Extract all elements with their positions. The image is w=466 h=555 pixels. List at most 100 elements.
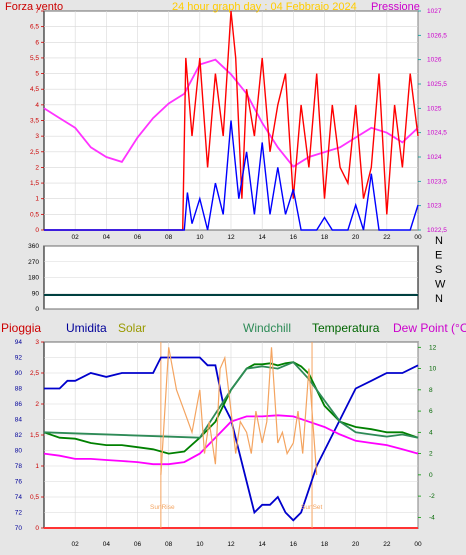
- pressure-tick-label: 1027: [427, 8, 442, 15]
- temperature-tick-label: 12: [429, 344, 437, 351]
- humidity-label: Umidita: [66, 321, 107, 335]
- wind-direction-axis: 0 90 180 270 360: [28, 243, 39, 313]
- humidity-tick-label: 86: [15, 401, 23, 408]
- temperature-tick-label: 4: [429, 429, 433, 436]
- humidity-tick-label: 82: [15, 432, 23, 439]
- hour-tick-label: 22: [383, 541, 391, 548]
- pressure-tick-label: 1026: [427, 57, 442, 64]
- temperature-tick-label: -4: [429, 514, 435, 521]
- rain-tick-label: 2,5: [30, 370, 39, 377]
- temperature-tick-label: 2: [429, 451, 433, 458]
- wind-direction-grid: [44, 245, 418, 310]
- hour-tick-label: 14: [259, 541, 267, 548]
- hour-tick-label: 20: [352, 541, 360, 548]
- wind-tick-label: 5: [35, 71, 39, 78]
- compass-label: N: [435, 293, 443, 305]
- direction-tick-label: 270: [28, 259, 39, 266]
- direction-tick-label: 180: [28, 275, 39, 282]
- temperature-tick-label: 0: [429, 472, 433, 479]
- hour-tick-label: 04: [103, 234, 111, 241]
- temperature-label: Temperatura: [312, 321, 380, 335]
- humidity-axis: 70 72 74 76 78 80 82 84 86 88 90 92 94: [15, 339, 23, 532]
- pressure-tick-label: 1024: [427, 154, 442, 161]
- pressure-tick-label: 1024,5: [427, 130, 447, 137]
- rain-tick-label: 0,5: [30, 494, 39, 501]
- hour-tick-label: 06: [134, 541, 142, 548]
- hour-tick-label: 00: [414, 541, 422, 548]
- hour-tick-label: 02: [72, 234, 80, 241]
- temperature-tick-label: 6: [429, 408, 433, 415]
- series-vento-line: [44, 120, 419, 231]
- humidity-tick-label: 84: [15, 417, 23, 424]
- rain-axis: 0 0,5 1 1,5 2 2,5 3: [30, 339, 44, 532]
- rain-tick-label: 1: [35, 463, 39, 470]
- wind-tick-label: 0: [35, 227, 39, 234]
- temperature-tick-label: -2: [429, 493, 435, 500]
- pressure-label: Pressione: [371, 1, 420, 13]
- humidity-tick-label: 80: [15, 448, 23, 455]
- wind-speed-label: Forza vento: [5, 1, 63, 13]
- dewpoint-label: Dew Point (°C): [393, 321, 466, 335]
- wind-tick-label: 2,5: [30, 149, 39, 156]
- pressure-tick-label: 1023: [427, 203, 442, 210]
- wind-tick-label: 3,5: [30, 118, 39, 125]
- wind-tick-label: 0,5: [30, 211, 39, 218]
- hour-tick-label: 14: [259, 234, 267, 241]
- windchill-label: Windchill: [243, 321, 291, 335]
- temperature-axis: -4 -2 0 2 4 6 8 10 12: [418, 344, 437, 521]
- hour-tick-label: 02: [72, 541, 80, 548]
- wind-speed-axis: 0 0,5 1 1,5 2 2,5 3 3,5 4 4,5 5 5,5 6 6,5 7: [30, 8, 44, 234]
- temperature-tick-label: 8: [429, 387, 433, 394]
- compass-label: N: [435, 235, 443, 247]
- humidity-tick-label: 90: [15, 370, 23, 377]
- hour-tick-label: 04: [103, 541, 111, 548]
- humidity-tick-label: 76: [15, 479, 23, 486]
- hour-tick-label: 20: [352, 234, 360, 241]
- hour-tick-label: 18: [321, 541, 329, 548]
- pressure-tick-label: 1025,5: [427, 81, 447, 88]
- hour-tick-label: 06: [134, 234, 142, 241]
- pressure-tick-label: 1025: [427, 105, 442, 112]
- rain-label: Pioggia: [1, 321, 41, 335]
- wind-tick-label: 2: [35, 164, 39, 171]
- rain-tick-label: 3: [35, 339, 39, 346]
- hour-tick-label: 10: [196, 541, 204, 548]
- chart-title: 24 hour graph day : 04 Febbraio 2024: [172, 1, 357, 13]
- compass-label: E: [435, 250, 442, 262]
- humidity-tick-label: 94: [15, 339, 23, 346]
- hour-tick-label: 12: [227, 234, 235, 241]
- wind-tick-label: 1: [35, 196, 39, 203]
- wind-tick-label: 1,5: [30, 180, 39, 187]
- wind-tick-label: 7: [35, 8, 39, 15]
- rain-tick-label: 1,5: [30, 432, 39, 439]
- hour-tick-label: 08: [165, 234, 173, 241]
- series-dew-point-line: [43, 414, 419, 466]
- solar-label: Solar: [118, 321, 146, 335]
- hour-tick-label: 22: [383, 234, 391, 241]
- series-pressione-line: [43, 58, 419, 168]
- temperature-tick-label: 10: [429, 366, 437, 373]
- humidity-tick-label: 88: [15, 386, 23, 393]
- series-windchill-line: [43, 361, 419, 439]
- humidity-tick-label: 72: [15, 510, 23, 517]
- hour-tick-label: 10: [196, 234, 204, 241]
- hour-tick-label: 18: [321, 234, 329, 241]
- humidity-tick-label: 92: [15, 355, 23, 362]
- series-raffica-line: [44, 10, 419, 231]
- hour-tick-label: 16: [290, 234, 298, 241]
- humidity-tick-label: 70: [15, 525, 23, 532]
- series-umidita-line: [44, 356, 419, 522]
- hour-tick-label: 16: [290, 541, 298, 548]
- time-axis-top: 02 04 06 08 10 12 14 16 18 20 22 00: [72, 234, 422, 241]
- wind-tick-label: 6,5: [30, 24, 39, 31]
- wind-tick-label: 3: [35, 133, 39, 140]
- pressure-axis: 1022,5 1023 1023,5 1024 1024,5 1025 1025,5 1026…: [418, 8, 447, 234]
- pressure-tick-label: 1022,5: [427, 227, 447, 234]
- rain-tick-label: 2: [35, 401, 39, 408]
- time-axis-bottom: 02 04 06 08 10 12 14 16 18 20 22 00: [72, 541, 422, 548]
- pressure-tick-label: 1023,5: [427, 178, 447, 185]
- compass-label: W: [435, 279, 446, 291]
- compass-label: S: [435, 264, 442, 276]
